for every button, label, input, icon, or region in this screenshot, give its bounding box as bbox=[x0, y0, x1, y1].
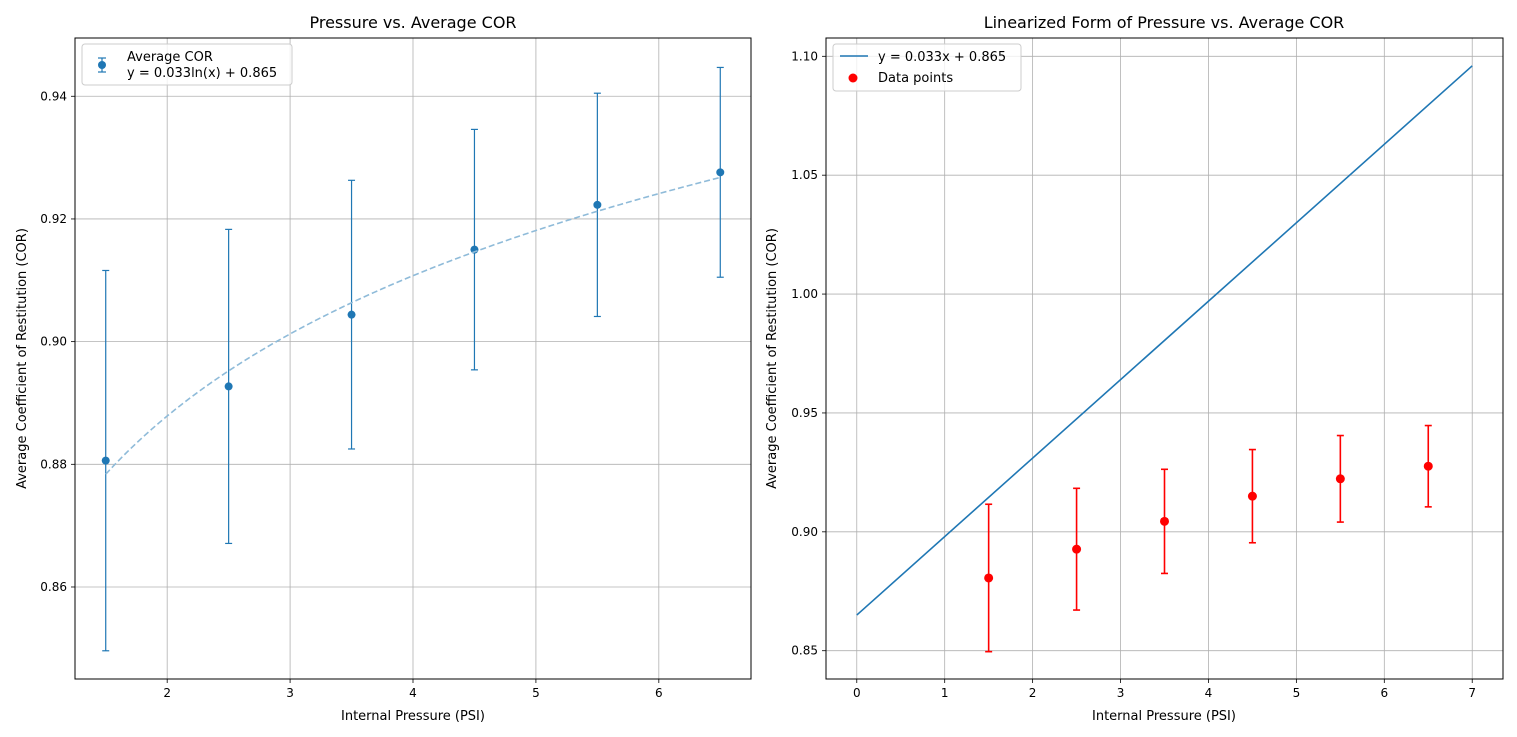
left-x-tick-label-0: 2 bbox=[163, 686, 171, 700]
left-y-tick-label-4: 0.94 bbox=[40, 89, 67, 103]
right-ticks: 0 1 2 3 4 5 6 7 0.85 0.90 0.95 1.00 1.05 1.10 bbox=[791, 49, 1476, 700]
right-data-marks bbox=[856, 65, 1473, 653]
left-x-tick-label-2: 4 bbox=[409, 686, 417, 700]
right-chart-title: Linearized Form of Pressure vs. Average … bbox=[984, 13, 1345, 32]
right-x-tick-label-5: 5 bbox=[1293, 686, 1301, 700]
right-x-tick-label-4: 4 bbox=[1205, 686, 1213, 700]
left-x-tick-label-3: 5 bbox=[532, 686, 540, 700]
right-grid bbox=[826, 38, 1503, 679]
left-y-tick-label-0: 0.86 bbox=[40, 580, 67, 594]
left-y-tick-label-3: 0.92 bbox=[40, 212, 67, 226]
right-y-axis-label: Average Coefficient of Restitution (COR) bbox=[765, 228, 780, 489]
right-data-point-1 bbox=[1072, 544, 1082, 554]
left-legend-marker-errorbar bbox=[98, 57, 106, 73]
left-x-tick-label-4: 6 bbox=[655, 686, 663, 700]
right-data-point-5 bbox=[1423, 461, 1433, 471]
right-x-tick-label-3: 3 bbox=[1117, 686, 1125, 700]
right-panel: Linearized Form of Pressure vs. Average … bbox=[765, 13, 1504, 724]
left-x-axis-label: Internal Pressure (PSI) bbox=[341, 709, 485, 724]
right-x-tick-label-1: 1 bbox=[941, 686, 949, 700]
left-legend: Average COR y = 0.033ln(x) + 0.865 bbox=[81, 43, 293, 86]
left-legend-label-1: Average COR bbox=[127, 50, 213, 65]
right-y-tick-label-1: 0.90 bbox=[791, 525, 818, 539]
right-x-tick-label-7: 7 bbox=[1468, 686, 1476, 700]
right-x-tick-label-6: 6 bbox=[1380, 686, 1388, 700]
right-plot-frame bbox=[825, 37, 1504, 680]
right-y-tick-label-0: 0.85 bbox=[791, 644, 818, 658]
right-y-tick-label-3: 1.00 bbox=[791, 287, 818, 301]
left-data-point-4 bbox=[593, 200, 602, 209]
left-legend-label-2: y = 0.033ln(x) + 0.865 bbox=[127, 66, 277, 81]
left-ticks: 2 3 4 5 6 0.86 0.88 0.90 0.92 0.94 bbox=[40, 89, 662, 700]
right-data-point-4 bbox=[1335, 474, 1345, 484]
left-y-tick-label-1: 0.88 bbox=[40, 457, 67, 471]
left-data-point-2 bbox=[347, 310, 356, 319]
left-data-marks bbox=[101, 66, 725, 652]
right-legend-label-1: y = 0.033x + 0.865 bbox=[878, 50, 1006, 65]
left-data-point-1 bbox=[224, 382, 233, 391]
right-legend: y = 0.033x + 0.865 Data points bbox=[832, 43, 1022, 92]
left-grid bbox=[75, 38, 751, 679]
left-data-point-5 bbox=[716, 168, 725, 177]
right-data-point-3 bbox=[1247, 491, 1257, 501]
right-y-tick-label-5: 1.10 bbox=[791, 49, 818, 63]
right-data-point-0 bbox=[984, 573, 994, 583]
right-x-axis-label: Internal Pressure (PSI) bbox=[1092, 709, 1236, 724]
right-y-tick-label-2: 0.95 bbox=[791, 406, 818, 420]
left-fit-curve bbox=[105, 176, 721, 475]
right-fit-line bbox=[856, 65, 1473, 616]
left-chart-title: Pressure vs. Average COR bbox=[309, 13, 516, 32]
right-x-tick-label-2: 2 bbox=[1029, 686, 1037, 700]
right-legend-dot-marker bbox=[848, 73, 858, 83]
right-x-tick-label-0: 0 bbox=[853, 686, 861, 700]
left-y-tick-label-2: 0.90 bbox=[40, 335, 67, 349]
right-data-point-2 bbox=[1160, 516, 1169, 526]
left-panel: Pressure vs. Average COR 2 3 4 5 6 0.86 0.88 0.… bbox=[15, 13, 752, 724]
left-x-tick-label-1: 3 bbox=[286, 686, 294, 700]
left-data-point-0 bbox=[101, 456, 110, 465]
left-y-axis-label: Average Coefficient of Restitution (COR) bbox=[15, 228, 30, 489]
right-legend-box bbox=[832, 43, 1022, 92]
right-legend-label-2: Data points bbox=[878, 71, 953, 86]
left-legend-box bbox=[81, 43, 293, 86]
right-y-tick-label-4: 1.05 bbox=[791, 168, 818, 182]
